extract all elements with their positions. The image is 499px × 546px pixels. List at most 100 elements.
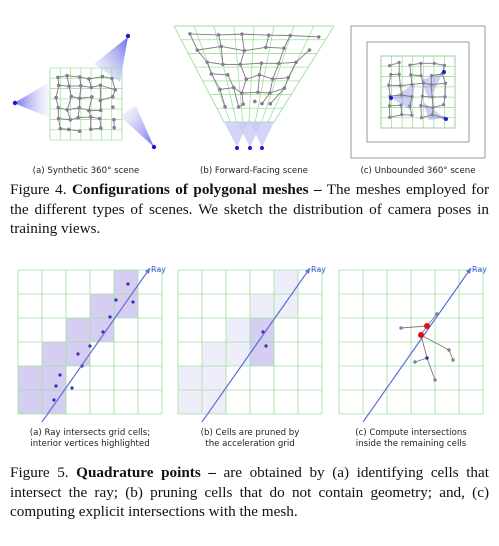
mesh-vertex — [242, 48, 247, 53]
mesh-edge — [111, 78, 116, 90]
camera-c3 — [444, 117, 448, 121]
interior-vertex — [108, 315, 112, 319]
fig4-c-label: (c) Unbounded 360° scene — [360, 166, 476, 176]
mesh-edge — [390, 94, 402, 97]
grid-line — [213, 25, 237, 123]
pruned-cell — [202, 342, 226, 366]
intersected-cell — [42, 342, 66, 366]
mesh-edge — [431, 97, 434, 108]
mesh-edge — [88, 96, 93, 111]
interior-vertex — [58, 373, 62, 377]
mesh-vertex — [264, 45, 268, 50]
mesh-vertex — [282, 46, 286, 51]
mesh-vertex — [397, 60, 401, 65]
mesh-vertex — [429, 83, 433, 87]
fig5-b-grid — [177, 269, 323, 415]
mesh-edge — [79, 96, 92, 99]
mesh-edge — [409, 64, 412, 75]
interior-vertex — [52, 398, 56, 402]
mesh-vertex — [387, 83, 391, 87]
mesh-edge — [421, 83, 424, 97]
mesh-edge — [88, 76, 103, 80]
mesh-vertex — [65, 73, 69, 78]
mesh-edge — [246, 74, 260, 80]
camera-frustum-c2 — [421, 73, 443, 100]
mesh-edge — [420, 334, 450, 351]
mesh-vertex — [98, 83, 103, 88]
pruned-cell — [250, 294, 274, 318]
pruned-cell — [202, 366, 226, 390]
fig4-panel-a — [6, 20, 166, 160]
mesh-edge — [290, 35, 319, 38]
mesh-vertex — [429, 74, 434, 78]
mesh-edge — [284, 77, 289, 89]
fig4-a-drawing — [12, 33, 157, 150]
mesh-vertex — [451, 358, 455, 362]
camera-left — [12, 100, 18, 106]
mesh-vertex — [399, 93, 404, 97]
mesh-vertex — [388, 115, 392, 119]
mesh-edge — [431, 73, 443, 77]
mesh-vertex — [209, 72, 214, 76]
mesh-vertex — [238, 62, 243, 67]
mesh-vertex — [68, 117, 73, 122]
outer-bound — [350, 25, 486, 159]
interior-vertex — [70, 386, 74, 390]
mesh-vertex — [113, 88, 117, 92]
kept-vertex — [264, 344, 268, 348]
mesh-vertex — [430, 95, 434, 99]
mesh-edge — [420, 105, 422, 118]
fig4-panel-b — [173, 20, 335, 160]
mesh-edge — [241, 34, 245, 51]
mesh-vertex — [112, 117, 116, 122]
mesh-edge — [295, 49, 310, 63]
fig5-panel-b: Ray — [170, 262, 330, 423]
mesh-edge — [67, 107, 80, 111]
fig4-c-grid — [380, 55, 456, 129]
fig5-c-drawing: Ray — [338, 265, 487, 423]
fig5-b-cells — [178, 270, 298, 414]
mesh-vertex — [260, 101, 264, 106]
camera-frustum-c1 — [391, 84, 415, 110]
intersected-cell — [18, 366, 42, 390]
intersected-cell — [90, 318, 114, 342]
mesh-vertex — [244, 77, 248, 82]
mesh-edge — [389, 114, 402, 118]
mesh-vertex — [76, 115, 80, 120]
mesh-edge — [197, 45, 222, 51]
grid-line — [261, 25, 295, 123]
mesh-vertex — [442, 63, 447, 67]
mesh-edge — [218, 33, 242, 36]
mesh-vertex — [410, 95, 414, 99]
mesh-vertex — [432, 61, 436, 65]
fig5-c-label: (c) Compute intersections inside the rem… — [323, 428, 499, 450]
mesh-edge — [432, 114, 444, 119]
mesh-vertex — [400, 113, 404, 117]
mesh-vertex — [110, 94, 115, 99]
mesh-edge — [400, 84, 412, 87]
mesh-vertex — [268, 91, 272, 95]
mesh-edge — [206, 61, 212, 75]
figure5-caption: Figure 5. Quadrature points – are obtain… — [10, 463, 489, 522]
intersection-point-2 — [418, 332, 424, 338]
mesh-vertex — [67, 84, 71, 88]
mesh-vertex — [195, 48, 200, 52]
mesh-vertex — [443, 95, 447, 99]
fig4-b-drawing — [173, 25, 335, 150]
mesh-vertex — [430, 113, 434, 117]
intersected-cell — [42, 366, 66, 390]
ray-c — [362, 267, 472, 423]
mesh-vertex — [419, 103, 423, 108]
mesh-vertex — [240, 32, 244, 36]
mesh-vertex — [110, 76, 114, 81]
mesh-edge — [422, 95, 433, 98]
mesh-vertex — [399, 103, 403, 107]
mesh-vertex — [231, 85, 236, 90]
mesh-edge — [272, 77, 289, 80]
fig5-a-highlight-cells — [18, 270, 138, 414]
mesh-edge — [388, 85, 391, 97]
mesh-edge — [388, 74, 392, 86]
figure4-number: Figure 4. — [10, 181, 67, 198]
kept-vertex — [261, 330, 265, 334]
mesh-edge — [233, 87, 240, 108]
